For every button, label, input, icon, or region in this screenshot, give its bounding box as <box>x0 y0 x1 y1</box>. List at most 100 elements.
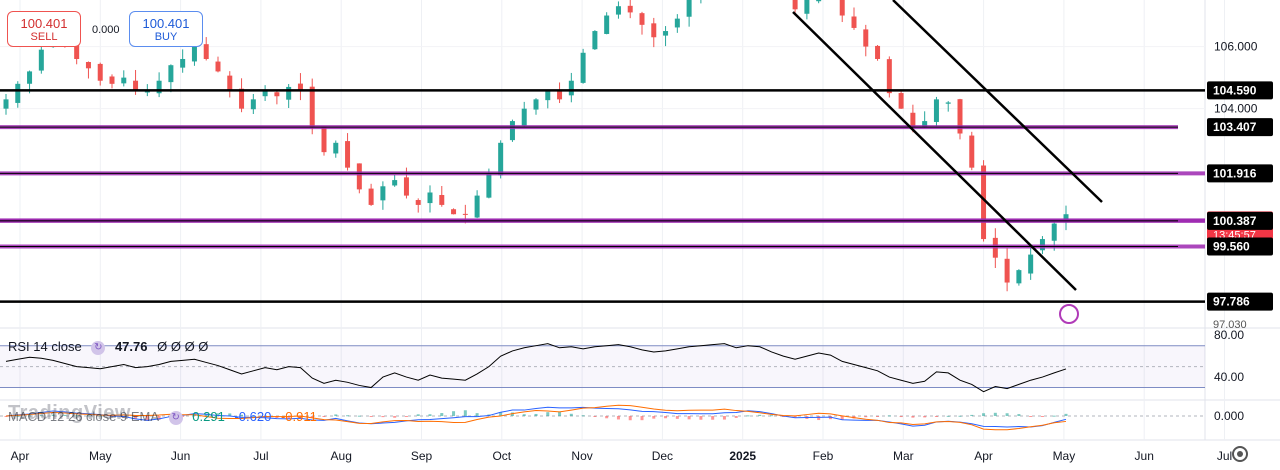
candle-body <box>1016 270 1022 284</box>
sell-label: SELL <box>30 31 58 43</box>
macd-name: MACD 12 26 close 9 EMA <box>8 409 160 424</box>
macd-histogram-bar <box>452 411 456 416</box>
level-price-tag <box>1207 211 1273 230</box>
candle-body <box>15 83 21 103</box>
candle-body <box>910 112 916 128</box>
x-tick-label: Sep <box>411 449 433 463</box>
macd-histogram-bar <box>887 415 891 417</box>
candle-body <box>533 99 539 110</box>
candle-body <box>333 142 339 154</box>
candle-body <box>686 0 692 17</box>
macd-histogram-bar <box>86 415 90 417</box>
candle-body <box>309 86 315 128</box>
x-tick-label: Apr <box>974 449 993 463</box>
macd-histogram-bar <box>770 415 774 417</box>
candle-body <box>321 126 327 153</box>
level-price-tag <box>1207 292 1273 311</box>
trendline-lower <box>792 11 1077 291</box>
candle-body <box>380 186 386 201</box>
macd-histogram-bar <box>322 416 326 417</box>
macd-line <box>5 406 1067 428</box>
settings-icon[interactable] <box>1232 446 1248 462</box>
macd-histogram-bar <box>228 413 232 416</box>
x-tick-label: 2025 <box>729 449 756 463</box>
candle-body <box>521 108 527 126</box>
level-price-label: 100.387 <box>1213 214 1257 228</box>
macd-histogram-bar <box>876 416 880 417</box>
macd-histogram-bar <box>404 416 408 417</box>
buy-price: 100.401 <box>142 16 190 31</box>
x-tick-label: Dec <box>652 449 673 463</box>
macd-histogram-bar <box>346 415 350 417</box>
candle-body <box>922 121 928 127</box>
x-tick-label: May <box>1053 449 1076 463</box>
macd-histogram-bar <box>687 416 691 420</box>
candle-body <box>439 195 445 205</box>
refresh-icon[interactable]: ↻ <box>91 340 106 355</box>
buy-button[interactable]: 100.401 BUY <box>129 11 203 47</box>
x-tick-label: Mar <box>893 449 914 463</box>
macd-legend[interactable]: MACD 12 26 close 9 EMA ↻ 0.291 -0.620 -0… <box>8 409 323 425</box>
candle-body <box>557 90 563 100</box>
x-tick-label: Aug <box>331 449 352 463</box>
tradingview-watermark: TradingView <box>8 402 131 424</box>
macd-histogram-bar <box>251 415 255 417</box>
spread-value: 0.000 <box>92 24 120 36</box>
macd-histogram-bar <box>510 412 514 416</box>
candle-body <box>451 209 457 215</box>
macd-histogram-bar <box>581 415 585 417</box>
macd-histogram-bar <box>381 416 385 418</box>
price-tick-label: 106.000 <box>1214 40 1258 54</box>
rsi-legend[interactable]: RSI 14 close ↻ 47.76 Ø Ø Ø Ø <box>8 339 214 355</box>
macd-histogram-bar <box>758 414 762 416</box>
candle-body <box>156 80 162 94</box>
price-tick-label: 104.000 <box>1214 102 1258 116</box>
macd-histogram-bar <box>357 415 361 417</box>
candle-body <box>674 18 680 28</box>
macd-histogram-bar <box>1064 413 1068 416</box>
candle-body <box>427 192 433 204</box>
candle-body <box>1028 254 1034 274</box>
sell-button[interactable]: 100.401 SELL <box>7 11 81 47</box>
candle-body <box>85 62 91 69</box>
macd-histogram-bar <box>546 412 550 416</box>
candle-body <box>627 5 633 13</box>
macd-histogram-bar <box>181 416 185 417</box>
x-tick-label: Jul <box>253 449 268 463</box>
macd-signal-line <box>5 404 1067 431</box>
candle-body <box>403 177 409 196</box>
candle-body <box>945 102 951 104</box>
candle-body <box>180 58 186 68</box>
macd-histogram-bar <box>204 413 208 416</box>
macd-histogram-bar <box>475 413 479 416</box>
candle-body <box>615 6 621 15</box>
candle-body <box>415 200 421 205</box>
macd-histogram-bar <box>310 416 314 419</box>
refresh-icon[interactable]: ↻ <box>168 410 183 425</box>
macd-histogram-bar <box>711 416 715 420</box>
macd-histogram-bar <box>522 414 526 416</box>
candle-body <box>345 141 351 168</box>
candle-body <box>356 163 362 190</box>
macd-histogram-bar <box>1005 413 1009 416</box>
candle-body <box>274 92 280 97</box>
candle-body <box>886 59 892 94</box>
macd-histogram-bar <box>287 416 291 419</box>
candle-body <box>509 121 515 141</box>
macd-signal-value: -0.620 <box>234 409 272 424</box>
price-tick-label: 97.030 <box>1213 319 1247 331</box>
macd-histogram-bar <box>440 413 444 416</box>
level-price-label: 103.407 <box>1213 120 1257 134</box>
macd-tick-label: 0.000 <box>1214 409 1244 423</box>
macd-histogram-bar <box>899 416 903 418</box>
macd-histogram-bar <box>652 416 656 419</box>
candle-body <box>651 23 657 38</box>
candle-body <box>1063 214 1069 223</box>
level-price-label: 99.560 <box>1213 240 1250 254</box>
rsi-line <box>5 343 1067 393</box>
candle-body <box>933 99 939 122</box>
candle-body <box>592 31 598 50</box>
macd-histogram-bar <box>145 416 149 421</box>
macd-histogram-bar <box>157 416 161 420</box>
rsi-extra: Ø Ø Ø Ø <box>157 339 209 354</box>
